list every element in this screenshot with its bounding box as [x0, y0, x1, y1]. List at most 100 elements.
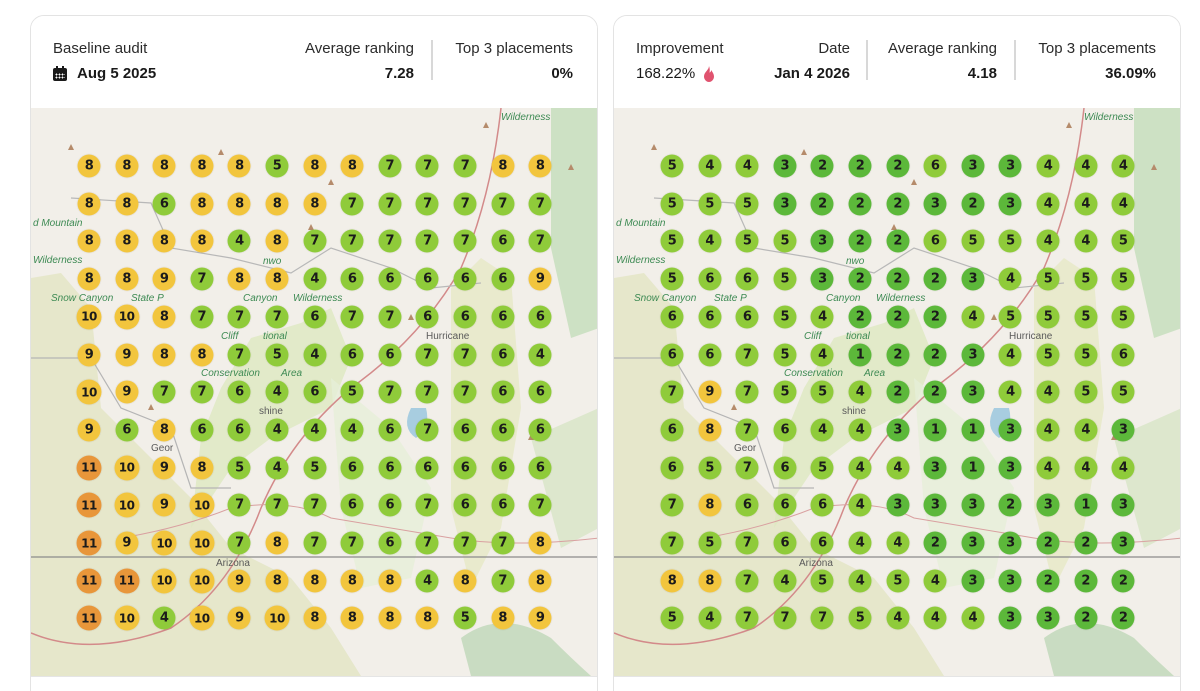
- rank-pin[interactable]: 7: [528, 229, 552, 253]
- rank-pin[interactable]: 11: [76, 530, 102, 556]
- rank-pin[interactable]: 4: [886, 456, 910, 480]
- rank-pin[interactable]: 3: [998, 569, 1022, 593]
- rank-pin[interactable]: 7: [773, 606, 797, 630]
- rank-pin[interactable]: 7: [453, 229, 477, 253]
- rank-pin[interactable]: 8: [190, 229, 214, 253]
- rank-pin[interactable]: 5: [998, 229, 1022, 253]
- rank-pin[interactable]: 2: [848, 267, 872, 291]
- rank-pin[interactable]: 6: [773, 531, 797, 555]
- rank-pin[interactable]: 6: [773, 418, 797, 442]
- rank-pin[interactable]: 5: [1074, 380, 1098, 404]
- rank-pin[interactable]: 6: [660, 343, 684, 366]
- rank-pin[interactable]: 6: [340, 456, 364, 480]
- rank-pin[interactable]: 8: [378, 569, 402, 593]
- rank-pin[interactable]: 4: [528, 343, 552, 366]
- rank-pin[interactable]: 5: [773, 305, 797, 329]
- rank-pin[interactable]: 5: [660, 192, 684, 216]
- rank-pin[interactable]: 5: [303, 456, 327, 480]
- rank-pin[interactable]: 8: [77, 229, 101, 253]
- rank-pin[interactable]: 2: [886, 229, 910, 253]
- rank-pin[interactable]: 7: [810, 606, 834, 630]
- rank-pin[interactable]: 7: [227, 493, 251, 517]
- rank-pin[interactable]: 4: [923, 606, 947, 630]
- rank-pin[interactable]: 8: [115, 154, 139, 178]
- rank-pin[interactable]: 4: [415, 569, 439, 593]
- rank-pin[interactable]: 8: [265, 229, 289, 253]
- rank-pin[interactable]: 2: [923, 305, 947, 329]
- rank-pin[interactable]: 3: [998, 531, 1022, 555]
- rank-pin[interactable]: 6: [453, 456, 477, 480]
- rank-pin[interactable]: 4: [698, 229, 722, 253]
- rank-pin[interactable]: 3: [998, 456, 1022, 480]
- rank-pin[interactable]: 5: [1111, 380, 1135, 404]
- rank-pin[interactable]: 6: [491, 229, 515, 253]
- rank-pin[interactable]: 7: [735, 418, 759, 442]
- rank-pin[interactable]: 6: [378, 343, 402, 366]
- rank-pin[interactable]: 5: [810, 456, 834, 480]
- rank-pin[interactable]: 2: [998, 493, 1022, 517]
- rank-pin[interactable]: 4: [1036, 380, 1060, 404]
- rank-pin[interactable]: 8: [77, 267, 101, 291]
- rank-pin[interactable]: 5: [773, 229, 797, 253]
- rank-pin[interactable]: 4: [698, 154, 722, 178]
- rank-pin[interactable]: 6: [190, 418, 214, 442]
- rank-pin[interactable]: 8: [698, 569, 722, 593]
- rank-pin[interactable]: 6: [660, 418, 684, 442]
- rank-pin[interactable]: 8: [77, 154, 101, 178]
- rank-pin[interactable]: 7: [340, 192, 364, 216]
- rank-pin[interactable]: 3: [998, 192, 1022, 216]
- rank-pin[interactable]: 8: [491, 154, 515, 178]
- rank-pin[interactable]: 7: [735, 456, 759, 480]
- rank-pin[interactable]: 5: [1074, 267, 1098, 291]
- rank-pin[interactable]: 2: [886, 305, 910, 329]
- rank-pin[interactable]: 5: [1074, 305, 1098, 329]
- rank-pin[interactable]: 7: [265, 493, 289, 517]
- rank-pin[interactable]: 4: [265, 456, 289, 480]
- rank-pin[interactable]: 8: [265, 569, 289, 593]
- rank-pin[interactable]: 5: [453, 606, 477, 630]
- rank-pin[interactable]: 4: [1074, 418, 1098, 442]
- rank-pin[interactable]: 9: [152, 267, 176, 291]
- rank-pin[interactable]: 8: [303, 192, 327, 216]
- rank-pin[interactable]: 5: [660, 267, 684, 291]
- rank-pin[interactable]: 6: [528, 380, 552, 404]
- rank-pin[interactable]: 1: [848, 343, 872, 366]
- rank-pin[interactable]: 10: [189, 568, 215, 594]
- rank-pin[interactable]: 9: [227, 606, 251, 630]
- rank-pin[interactable]: 8: [227, 192, 251, 216]
- rank-pin[interactable]: 8: [190, 192, 214, 216]
- rank-pin[interactable]: 7: [415, 229, 439, 253]
- rank-pin[interactable]: 7: [453, 343, 477, 366]
- rank-pin[interactable]: 9: [115, 531, 139, 555]
- rank-pin[interactable]: 5: [698, 456, 722, 480]
- rank-pin[interactable]: 5: [698, 192, 722, 216]
- rank-pin[interactable]: 7: [735, 343, 759, 366]
- rank-pin[interactable]: 7: [152, 380, 176, 404]
- rank-pin[interactable]: 6: [115, 418, 139, 442]
- rank-pin[interactable]: 5: [698, 531, 722, 555]
- rank-pin[interactable]: 2: [1036, 531, 1060, 555]
- rank-pin[interactable]: 2: [848, 192, 872, 216]
- rank-pin[interactable]: 8: [453, 569, 477, 593]
- rank-pin[interactable]: 7: [378, 154, 402, 178]
- rank-pin[interactable]: 6: [340, 343, 364, 366]
- rank-pin[interactable]: 6: [378, 418, 402, 442]
- rank-pin[interactable]: 4: [1036, 192, 1060, 216]
- rank-pin[interactable]: 5: [998, 305, 1022, 329]
- rank-pin[interactable]: 5: [848, 606, 872, 630]
- rank-pin[interactable]: 2: [1074, 569, 1098, 593]
- rank-pin[interactable]: 2: [923, 380, 947, 404]
- rank-pin[interactable]: 8: [265, 192, 289, 216]
- rank-pin[interactable]: 7: [227, 531, 251, 555]
- rank-pin[interactable]: 8: [660, 569, 684, 593]
- rank-pin[interactable]: 6: [415, 267, 439, 291]
- rank-pin[interactable]: 9: [115, 380, 139, 404]
- rank-pin[interactable]: 6: [773, 456, 797, 480]
- rank-pin[interactable]: 2: [923, 531, 947, 555]
- rank-pin[interactable]: 8: [528, 154, 552, 178]
- rank-pin[interactable]: 8: [340, 569, 364, 593]
- rank-pin[interactable]: 6: [453, 267, 477, 291]
- rank-pin[interactable]: 7: [265, 305, 289, 329]
- rank-pin[interactable]: 10: [151, 530, 177, 556]
- rank-pin[interactable]: 4: [227, 229, 251, 253]
